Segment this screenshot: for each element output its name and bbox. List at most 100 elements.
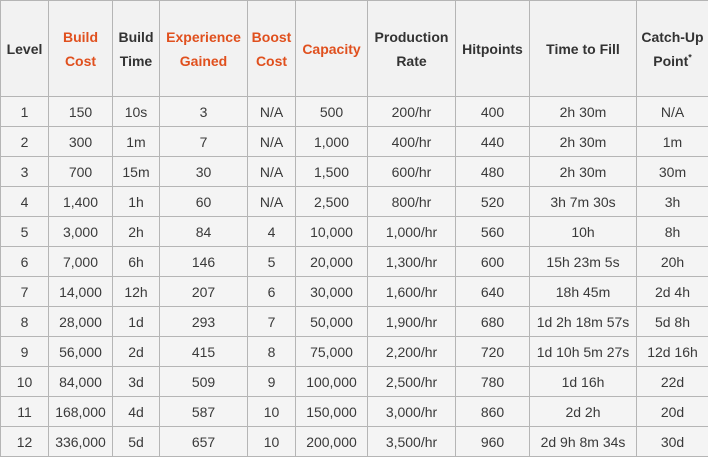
column-header-time-to-fill: Time to Fill xyxy=(529,0,637,97)
table-cell: 20d xyxy=(636,396,708,427)
table-cell: 5 xyxy=(247,246,296,277)
table-cell: 293 xyxy=(159,306,248,337)
table-cell: 1,000/hr xyxy=(367,216,456,247)
table-cell: 509 xyxy=(159,366,248,397)
column-header-capacity: Capacity xyxy=(295,0,368,97)
table-cell: 3,000 xyxy=(48,216,113,247)
table-cell: 3 xyxy=(159,96,248,127)
table-cell: N/A xyxy=(636,96,708,127)
table-cell: 600/hr xyxy=(367,156,456,187)
table-cell: 7 xyxy=(159,126,248,157)
table-cell: 18h 45m xyxy=(529,276,637,307)
table-cell: 1d xyxy=(112,306,160,337)
table-cell: 440 xyxy=(455,126,530,157)
table-cell: 7 xyxy=(0,276,49,307)
table-cell: 2h 30m xyxy=(529,156,637,187)
table-cell: 1,900/hr xyxy=(367,306,456,337)
table-cell: 1,600/hr xyxy=(367,276,456,307)
table-cell: 860 xyxy=(455,396,530,427)
column-header-catch-up-point: Catch-Up Point* xyxy=(636,0,708,97)
table-cell: 1d 16h xyxy=(529,366,637,397)
table-row: 1 150 10s 3 N/A 500 200/hr 400 2h 30m N/A xyxy=(0,96,708,127)
table-cell: 700 xyxy=(48,156,113,187)
table-cell: 780 xyxy=(455,366,530,397)
table-cell: 1,500 xyxy=(295,156,368,187)
table-cell: 1d 10h 5m 27s xyxy=(529,336,637,367)
table-cell: 3 xyxy=(0,156,49,187)
table-cell: 3d xyxy=(112,366,160,397)
table-cell: 1d 2h 18m 57s xyxy=(529,306,637,337)
table-cell: 6h xyxy=(112,246,160,277)
table-cell: 560 xyxy=(455,216,530,247)
table-cell: 1m xyxy=(112,126,160,157)
table-cell: 30d xyxy=(636,426,708,457)
table-cell: 2,200/hr xyxy=(367,336,456,367)
table-cell: 4 xyxy=(247,216,296,247)
column-header-build-time: Build Time xyxy=(112,0,160,97)
table-cell: 10 xyxy=(0,366,49,397)
table-cell: 600 xyxy=(455,246,530,277)
table-cell: 22d xyxy=(636,366,708,397)
table-cell: 6 xyxy=(0,246,49,277)
table-cell: 11 xyxy=(0,396,49,427)
table-row: 12 336,000 5d 657 10 200,000 3,500/hr 960 2d 9h … xyxy=(0,426,708,457)
table-cell: 207 xyxy=(159,276,248,307)
table-cell: 84 xyxy=(159,216,248,247)
table-cell: 9 xyxy=(247,366,296,397)
column-header-label: Experience Gained xyxy=(166,28,241,69)
table-cell: 10 xyxy=(247,426,296,457)
table-cell: 5d 8h xyxy=(636,306,708,337)
table-cell: 75,000 xyxy=(295,336,368,367)
table-cell: 480 xyxy=(455,156,530,187)
table-cell: 3h 7m 30s xyxy=(529,186,637,217)
table-cell: 4 xyxy=(0,186,49,217)
table-row: 7 14,000 12h 207 6 30,000 1,600/hr 640 18h 45m 2d… xyxy=(0,276,708,307)
table-cell: 10 xyxy=(247,396,296,427)
table-cell: 10s xyxy=(112,96,160,127)
column-header-label: Build Cost xyxy=(63,28,98,69)
table-cell: 7 xyxy=(247,306,296,337)
table-row: 3 700 15m 30 N/A 1,500 600/hr 480 2h 30m 30m xyxy=(0,156,708,187)
table-cell: 168,000 xyxy=(48,396,113,427)
table-cell: 9 xyxy=(0,336,49,367)
column-header-label: Time to Fill xyxy=(546,40,620,57)
table-cell: 60 xyxy=(159,186,248,217)
column-header-label: Boost Cost xyxy=(251,28,292,69)
table-cell: 12h xyxy=(112,276,160,307)
table-cell: N/A xyxy=(247,156,296,187)
table-cell: 400/hr xyxy=(367,126,456,157)
table-cell: 6 xyxy=(247,276,296,307)
table-cell: 30,000 xyxy=(295,276,368,307)
column-header-hitpoints: Hitpoints xyxy=(455,0,530,97)
table-cell: 10,000 xyxy=(295,216,368,247)
table-cell: N/A xyxy=(247,186,296,217)
table-cell: 200,000 xyxy=(295,426,368,457)
table-cell: 3h xyxy=(636,186,708,217)
table-cell: 2h xyxy=(112,216,160,247)
table-cell: 2,500/hr xyxy=(367,366,456,397)
table-cell: 336,000 xyxy=(48,426,113,457)
table-cell: 415 xyxy=(159,336,248,367)
table-cell: 4d xyxy=(112,396,160,427)
table-cell: 5 xyxy=(0,216,49,247)
table-cell: 15h 23m 5s xyxy=(529,246,637,277)
table-cell: 30 xyxy=(159,156,248,187)
column-header-label: Build Time xyxy=(118,28,154,69)
table-row: 4 1,400 1h 60 N/A 2,500 800/hr 520 3h 7m 30s 3h xyxy=(0,186,708,217)
column-header-label: Capacity xyxy=(302,40,361,57)
table-row: 6 7,000 6h 146 5 20,000 1,300/hr 600 15h 23m 5s 2… xyxy=(0,246,708,277)
table-cell: 12d 16h xyxy=(636,336,708,367)
table-cell: 720 xyxy=(455,336,530,367)
column-header-build-cost: Build Cost xyxy=(48,0,113,97)
table-cell: 587 xyxy=(159,396,248,427)
table-cell: 150,000 xyxy=(295,396,368,427)
table-cell: 960 xyxy=(455,426,530,457)
table-body: 1 150 10s 3 N/A 500 200/hr 400 2h 30m N/A 2 300 1m 7 N… xyxy=(0,96,708,457)
table-cell: 500 xyxy=(295,96,368,127)
footnote-marker: * xyxy=(688,51,692,62)
table-cell: 10h xyxy=(529,216,637,247)
table-cell: N/A xyxy=(247,96,296,127)
column-header-label: Hitpoints xyxy=(462,40,523,57)
table-cell: N/A xyxy=(247,126,296,157)
table-cell: 20h xyxy=(636,246,708,277)
